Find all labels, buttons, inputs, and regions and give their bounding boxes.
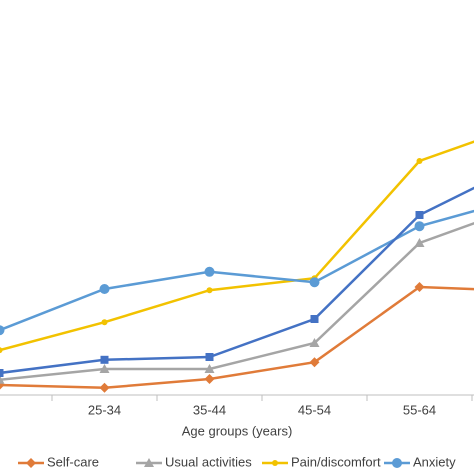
legend-label: Anxiety	[413, 454, 456, 469]
series-line	[0, 221, 474, 382]
data-point	[206, 287, 213, 294]
data-point	[99, 284, 110, 294]
data-point	[310, 315, 319, 323]
legend-label: Pain/discomfort	[291, 454, 381, 469]
data-point	[309, 277, 320, 288]
data-point	[414, 282, 425, 292]
data-point	[204, 364, 215, 373]
data-point	[0, 347, 3, 354]
data-point	[0, 369, 4, 377]
data-point	[99, 364, 110, 373]
data-point	[204, 374, 215, 384]
x-tick-label: 35-44	[193, 402, 226, 417]
data-point	[204, 266, 215, 277]
data-point	[0, 375, 5, 384]
legend-marker	[26, 458, 36, 468]
data-point	[205, 353, 214, 361]
legend-marker	[392, 458, 402, 468]
data-point	[309, 357, 320, 368]
legend-label: Usual activities	[165, 454, 252, 469]
series-line	[0, 140, 474, 352]
legend-label: Self-care	[47, 454, 99, 469]
data-point	[414, 221, 425, 232]
legend-marker	[144, 458, 154, 467]
data-point	[100, 355, 109, 364]
data-point	[416, 158, 423, 164]
x-tick-label: 45-54	[298, 402, 331, 417]
series-line	[0, 186, 474, 375]
data-point	[99, 382, 110, 393]
x-axis-title: Age groups (years)	[182, 423, 293, 438]
series-line	[0, 285, 474, 390]
x-tick-label: 55-64	[403, 402, 436, 417]
data-point	[101, 319, 108, 326]
data-point	[0, 325, 5, 336]
legend-marker	[272, 460, 278, 466]
x-tick-label: 25-34	[88, 402, 121, 417]
series-line	[0, 209, 474, 332]
data-point	[415, 211, 424, 219]
data-point	[414, 238, 425, 247]
data-point	[309, 338, 320, 347]
